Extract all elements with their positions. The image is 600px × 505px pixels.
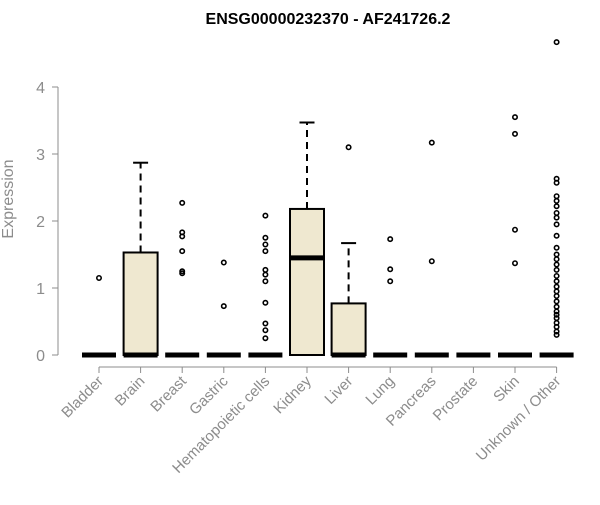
- box-group: [122, 161, 159, 358]
- outlier-point: [179, 229, 186, 236]
- outlier-point: [553, 315, 560, 322]
- plot-area: [82, 39, 574, 358]
- outlier-point: [553, 209, 560, 216]
- outlier-point: [511, 130, 518, 137]
- outlier-point: [262, 212, 269, 219]
- outlier-point: [553, 39, 560, 46]
- x-tick-label: Skin: [490, 373, 523, 406]
- outlier-point: [553, 266, 560, 273]
- outlier-point: [553, 193, 560, 200]
- box-group: [206, 259, 241, 358]
- y-tick-label: 3: [36, 147, 45, 164]
- outlier-point: [428, 139, 435, 146]
- outlier-point: [553, 256, 560, 263]
- outlier-point: [553, 311, 560, 318]
- outlier-point: [511, 114, 518, 121]
- outlier-point: [553, 175, 560, 182]
- outlier-point: [553, 331, 560, 338]
- outlier-point: [553, 328, 560, 335]
- box-rect: [122, 251, 159, 357]
- box-group: [165, 199, 200, 358]
- outlier-point: [262, 299, 269, 306]
- outlier-point: [262, 320, 269, 327]
- outlier-point: [387, 278, 394, 285]
- outlier-point: [553, 272, 560, 279]
- box-rect: [330, 302, 367, 357]
- y-tick-label: 1: [36, 281, 45, 298]
- y-tick-label: 4: [36, 80, 45, 97]
- outlier-point: [262, 327, 269, 334]
- box-group: [248, 212, 283, 358]
- outlier-point: [553, 221, 560, 228]
- x-tick-label: Brain: [112, 373, 149, 410]
- box-rect: [289, 207, 325, 356]
- box-group: [414, 139, 449, 358]
- outlier-point: [262, 234, 269, 241]
- outlier-point: [262, 248, 269, 255]
- outlier-point: [262, 271, 269, 278]
- outlier-point: [553, 283, 560, 290]
- outlier-point: [553, 261, 560, 268]
- outlier-point: [220, 303, 227, 310]
- outlier-point: [179, 199, 186, 206]
- outlier-point: [553, 288, 560, 295]
- outlier-point: [553, 214, 560, 221]
- outlier-point: [553, 303, 560, 310]
- outlier-point: [511, 260, 518, 267]
- outlier-point: [553, 232, 560, 239]
- x-tick-label: Prostate: [430, 373, 482, 425]
- outlier-point: [553, 298, 560, 305]
- x-tick-label: Bladder: [58, 373, 107, 422]
- outlier-point: [220, 259, 227, 266]
- box-group: [289, 121, 325, 356]
- box-group: [82, 274, 116, 358]
- outlier-point: [553, 278, 560, 285]
- outlier-point: [179, 268, 186, 275]
- chart-title: ENSG00000232370 - AF241726.2: [206, 11, 451, 28]
- y-axis-label: Expression: [0, 159, 17, 238]
- outlier-point: [387, 266, 394, 273]
- outlier-point: [553, 203, 560, 210]
- x-tick-label: Breast: [147, 372, 190, 415]
- outlier-point: [553, 293, 560, 300]
- outlier-point: [262, 278, 269, 285]
- box-group: [539, 39, 574, 358]
- outlier-point: [387, 236, 394, 243]
- outlier-point: [553, 244, 560, 251]
- outlier-point: [262, 335, 269, 342]
- box-group: [330, 144, 367, 358]
- x-tick-label: Kidney: [270, 372, 315, 417]
- outlier-point: [553, 319, 560, 326]
- outlier-point: [96, 274, 103, 281]
- outlier-point: [428, 258, 435, 265]
- x-tick-label: Lung: [362, 373, 398, 409]
- outlier-point: [179, 248, 186, 255]
- box-group: [373, 236, 408, 358]
- outlier-point: [345, 144, 352, 151]
- y-tick-label: 2: [36, 214, 45, 231]
- outlier-point: [553, 197, 560, 204]
- outlier-point: [511, 226, 518, 233]
- outlier-point: [262, 266, 269, 273]
- box-group: [498, 114, 532, 358]
- outlier-point: [262, 241, 269, 248]
- y-axis: 0 1 2 3 4: [36, 80, 59, 365]
- outlier-point: [553, 251, 560, 258]
- outlier-point: [553, 308, 560, 315]
- x-tick-label: Liver: [321, 373, 356, 408]
- y-tick-label: 0: [36, 348, 45, 365]
